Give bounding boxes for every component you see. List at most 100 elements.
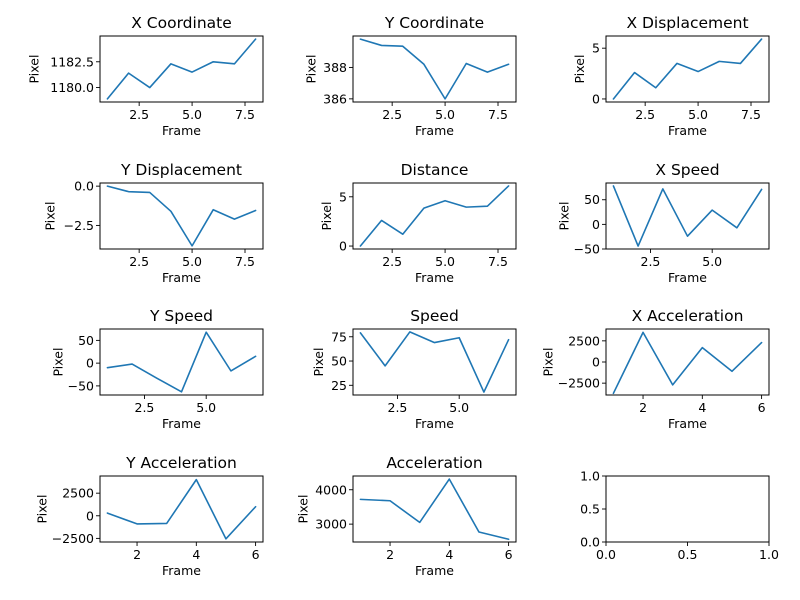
y-tick-label: 388 (323, 60, 347, 75)
subplot-title: X Acceleration (632, 307, 744, 325)
subplot-2: 2.5 5.0 7.5 386 388 Y Coordinate Frame Pixel (303, 14, 517, 138)
subplot-3: 2.5 5.0 7.5 0 5 X Displacement Frame Pixel (572, 14, 770, 138)
subplot-11: 2 4 6 3000 4000 Acceleration Frame Pixel (295, 454, 517, 578)
x-tick-label: 2 (386, 547, 394, 562)
axes-frame (352, 475, 517, 543)
x-tick-label: 2.5 (129, 107, 149, 122)
y-tick-label: −2500 (558, 376, 600, 391)
x-tick-label: 4 (192, 547, 200, 562)
x-tick-label: 6 (758, 400, 766, 415)
y-tick-label: 0 (86, 508, 94, 523)
subplot-title: X Speed (655, 161, 719, 179)
axes-frame (352, 182, 517, 250)
y-tick-label: −50 (68, 378, 94, 393)
x-axis-label: Frame (415, 270, 454, 285)
y-axis-label: Pixel (572, 55, 587, 84)
y-tick-label: 0 (339, 239, 347, 254)
y-tick-label: 0 (86, 356, 94, 371)
x-tick-label: 2.5 (382, 107, 402, 122)
x-tick-label: 7.5 (488, 107, 508, 122)
subplot-title: Speed (410, 307, 459, 325)
series-line (359, 478, 510, 541)
x-tick-label: 2.5 (135, 400, 155, 415)
y-tick-label: 2500 (568, 333, 600, 348)
series-line (106, 185, 257, 247)
y-tick-label: 50 (584, 192, 600, 207)
subplot-12: 0.0 0.5 1.0 0.0 0.5 1.0 (580, 469, 779, 563)
y-tick-label: 50 (78, 333, 94, 348)
y-tick-label: 5 (339, 189, 347, 204)
subplot-title: Y Displacement (120, 161, 242, 179)
series-line (612, 185, 763, 247)
y-axis-label: Pixel (311, 348, 326, 377)
axes-frame (352, 328, 517, 396)
series-line (359, 331, 510, 393)
axes-frame (99, 182, 264, 250)
y-tick-label: 0.5 (580, 502, 600, 517)
axes-frame (605, 182, 770, 250)
subplot-8: 2.5 5.0 25 50 75 Speed Frame Pixel (311, 307, 517, 431)
x-axis-label: Frame (668, 123, 707, 138)
y-axis-label: Pixel (319, 202, 334, 231)
x-tick-label: 5.0 (182, 107, 202, 122)
subplot-title: Y Acceleration (125, 454, 237, 472)
x-tick-label: 2.5 (388, 400, 408, 415)
series-line (359, 38, 510, 100)
y-tick-label: 1182.5 (50, 54, 94, 69)
x-tick-label: 5.0 (449, 400, 469, 415)
x-tick-label: 2.5 (382, 254, 402, 269)
x-tick-label: 7.5 (235, 254, 255, 269)
x-axis-label: Frame (415, 563, 454, 578)
x-axis-label: Frame (415, 416, 454, 431)
x-tick-label: 7.5 (741, 107, 761, 122)
x-tick-label: 7.5 (488, 254, 508, 269)
y-tick-label: −2500 (52, 531, 94, 546)
y-tick-label: −50 (574, 242, 600, 257)
subplot-10: 2 4 6 −2500 0 2500 Y Acceleration Frame Pixel (35, 454, 264, 578)
x-tick-label: 5.0 (435, 254, 455, 269)
series-line (106, 38, 257, 100)
x-axis-label: Frame (162, 416, 201, 431)
x-tick-label: 7.5 (235, 107, 255, 122)
subplot-title: X Coordinate (131, 14, 232, 32)
x-axis-label: Frame (668, 270, 707, 285)
x-tick-label: 2 (639, 400, 647, 415)
y-axis-label: Pixel (50, 348, 65, 377)
x-tick-label: 6 (505, 547, 513, 562)
y-axis-label: Pixel (35, 495, 50, 524)
x-tick-label: 2.5 (129, 254, 149, 269)
series-line (106, 478, 257, 540)
y-tick-label: 0 (592, 217, 600, 232)
x-tick-label: 1.0 (759, 547, 779, 562)
subplot-6: 2.5 5.0 −50 0 50 X Speed Frame Pixel (556, 161, 770, 285)
x-tick-label: 5.0 (688, 107, 708, 122)
y-axis-label: Pixel (42, 202, 57, 231)
y-tick-label: 0.0 (580, 535, 600, 550)
subplot-title: Y Speed (149, 307, 213, 325)
x-tick-label: 2 (133, 547, 141, 562)
subplot-title: X Displacement (626, 14, 748, 32)
axes-frame (352, 35, 517, 103)
x-axis-label: Frame (162, 563, 201, 578)
series-line (359, 185, 510, 247)
axes-frame (605, 35, 770, 103)
y-tick-label: 0 (592, 355, 600, 370)
x-tick-label: 4 (698, 400, 706, 415)
subplot-title: Distance (401, 161, 469, 179)
x-tick-label: 5.0 (196, 400, 216, 415)
axes-frame (99, 35, 264, 103)
y-tick-label: 4000 (315, 482, 347, 497)
x-tick-label: 4 (445, 547, 453, 562)
x-tick-label: 2.5 (641, 254, 661, 269)
subplot-1: 2.5 5.0 7.5 1180.0 1182.5 X Coordinate Frame Pi… (27, 14, 264, 138)
y-tick-label: 386 (323, 91, 347, 106)
subplot-4: 2.5 5.0 7.5 −2.5 0.0 Y Displacement Frame Pixel (42, 161, 264, 285)
x-tick-label: 0.0 (596, 547, 616, 562)
subplot-5: 2.5 5.0 7.5 0 5 Distance Frame Pixel (319, 161, 517, 285)
subplot-7: 2.5 5.0 −50 0 50 Y Speed Frame Pixel (50, 307, 264, 431)
x-tick-label: 5.0 (702, 254, 722, 269)
series-line (612, 38, 763, 100)
y-tick-label: 75 (331, 329, 347, 344)
